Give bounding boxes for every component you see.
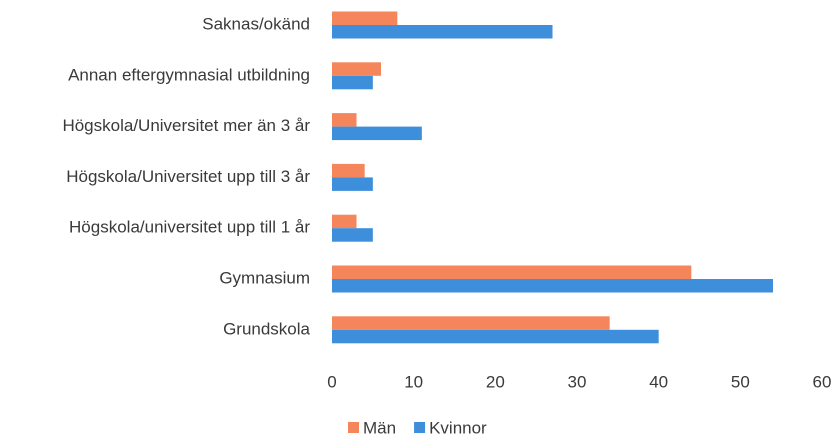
bar <box>332 163 365 178</box>
y-tick-label: Högskola/Universitet upp till 3 år <box>66 167 310 186</box>
x-tick-label: 20 <box>486 372 505 391</box>
y-tick-label: Högskola/Universitet mer än 3 år <box>62 116 310 135</box>
x-tick-label: 10 <box>404 372 423 391</box>
bar <box>332 75 373 90</box>
bar <box>332 316 610 330</box>
legend-swatch <box>348 422 359 433</box>
bar <box>332 228 373 242</box>
x-tick-label: 40 <box>649 372 668 391</box>
x-tick-label: 60 <box>813 372 832 391</box>
y-tick-label: Annan eftergymnasial utbildning <box>68 65 310 84</box>
legend-swatch <box>414 422 426 433</box>
y-tick-label: Saknas/okänd <box>202 14 310 33</box>
y-tick-label: Gymnasium <box>219 268 310 287</box>
bar <box>332 25 553 39</box>
bar <box>332 11 398 25</box>
y-tick-label: Högskola/universitet upp till 1 år <box>69 218 310 237</box>
bar <box>332 329 659 344</box>
bar <box>332 62 381 76</box>
x-tick-label: 0 <box>327 372 336 391</box>
y-tick-label: Grundskola <box>223 319 310 338</box>
x-tick-label: 50 <box>731 372 750 391</box>
bar <box>332 279 773 293</box>
bar <box>332 113 357 127</box>
bar <box>332 126 422 141</box>
x-tick-label: 30 <box>568 372 587 391</box>
bar <box>332 177 373 191</box>
bar <box>332 265 692 279</box>
legend-label: Män <box>363 418 396 437</box>
legend-label: Kvinnor <box>429 418 487 437</box>
bar <box>332 214 357 229</box>
